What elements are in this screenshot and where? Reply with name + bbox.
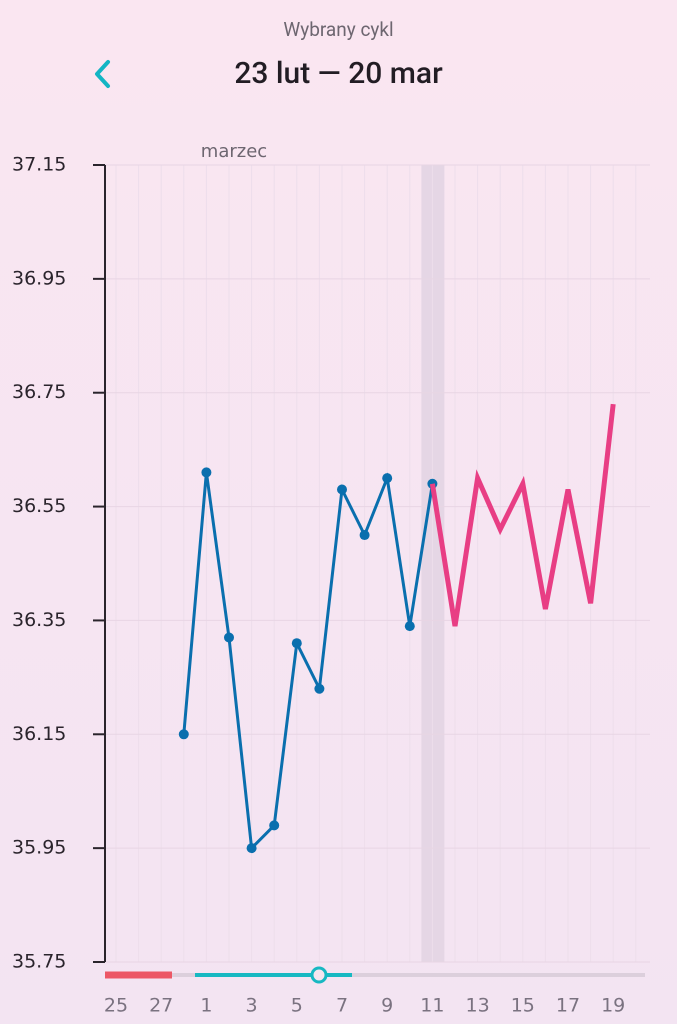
x-tick-label: 11 bbox=[420, 995, 444, 1017]
x-tick-label: 19 bbox=[601, 995, 625, 1017]
data-point bbox=[291, 638, 302, 649]
series-line bbox=[182, 472, 434, 852]
month-label: marzec bbox=[201, 141, 267, 162]
back-button[interactable] bbox=[88, 56, 120, 92]
x-tick-label: 5 bbox=[291, 995, 303, 1017]
y-tick-label: 36.55 bbox=[12, 495, 66, 517]
data-point bbox=[201, 467, 212, 478]
data-point bbox=[359, 530, 370, 541]
data-point bbox=[178, 729, 189, 740]
y-tick-label: 35.95 bbox=[12, 837, 66, 859]
data-point bbox=[337, 484, 347, 495]
cycle-slider[interactable] bbox=[105, 966, 645, 984]
x-tick-label: 25 bbox=[104, 995, 128, 1017]
x-tick-label: 15 bbox=[511, 995, 535, 1017]
data-point bbox=[404, 621, 415, 632]
data-point bbox=[314, 683, 325, 694]
x-tick-label: 3 bbox=[246, 995, 258, 1017]
title: 23 lut — 20 mar bbox=[234, 56, 443, 91]
y-tick-label: 37.15 bbox=[12, 154, 66, 176]
subtitle: Wybrany cykl bbox=[283, 18, 394, 41]
y-tick-label: 35.75 bbox=[12, 951, 66, 973]
slider-thumb[interactable] bbox=[310, 966, 328, 984]
data-point bbox=[246, 843, 257, 854]
x-tick-label: 27 bbox=[149, 995, 173, 1017]
y-tick-label: 36.95 bbox=[12, 267, 66, 289]
y-tick-label: 36.15 bbox=[12, 723, 66, 745]
x-tick-label: 17 bbox=[556, 995, 580, 1017]
x-tick-label: 7 bbox=[336, 995, 348, 1017]
y-tick-label: 36.75 bbox=[12, 381, 66, 403]
x-tick-label: 1 bbox=[200, 995, 212, 1017]
series-line bbox=[429, 403, 616, 627]
x-tick-label: 13 bbox=[466, 995, 490, 1017]
x-tick-label: 9 bbox=[381, 995, 393, 1017]
y-tick-label: 36.35 bbox=[12, 609, 66, 631]
data-point bbox=[224, 632, 234, 643]
data-point bbox=[269, 820, 280, 831]
data-point bbox=[382, 473, 393, 484]
